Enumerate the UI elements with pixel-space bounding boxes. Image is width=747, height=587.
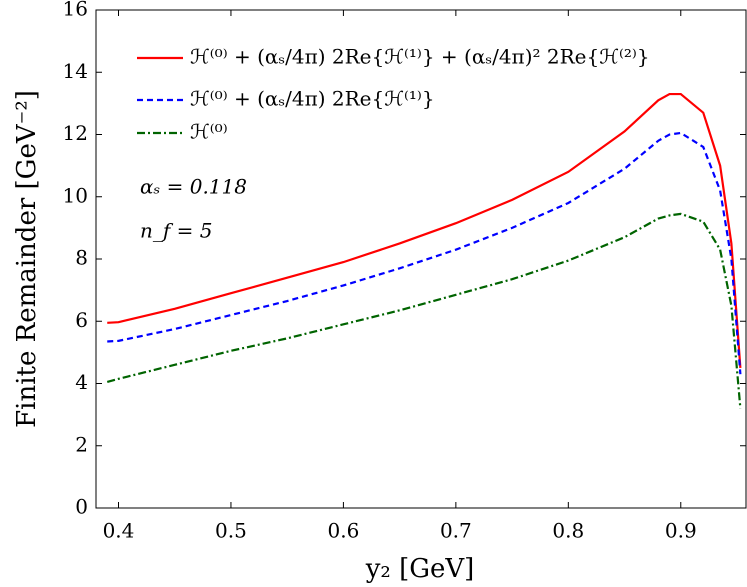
legend-label: ℋ⁽⁰⁾ xyxy=(190,120,228,144)
series-line xyxy=(107,131,742,375)
y-tick-label: 6 xyxy=(75,308,88,332)
y-tick-label: 16 xyxy=(63,0,88,21)
series-line xyxy=(107,92,742,369)
x-tick-label: 0.9 xyxy=(665,519,697,543)
legend-label: ℋ⁽⁰⁾ + (αₛ/4π) 2Re{ℋ⁽¹⁾} + (αₛ/4π)² 2Re{… xyxy=(190,45,650,69)
y-tick-label: 12 xyxy=(63,121,88,145)
y-tick-label: 2 xyxy=(75,432,88,456)
y-tick-label: 4 xyxy=(75,370,88,394)
x-axis-label: y₂ [GeV] xyxy=(365,554,475,584)
x-tick-label: 0.4 xyxy=(103,519,135,543)
x-tick-label: 0.6 xyxy=(327,519,359,543)
annotation: αₛ = 0.118 xyxy=(140,175,247,199)
y-axis-label: Finite Remainder [GeV⁻²] xyxy=(12,90,42,428)
x-tick-label: 0.8 xyxy=(552,519,584,543)
annotation: n_f = 5 xyxy=(140,219,212,243)
x-tick-label: 0.7 xyxy=(440,519,472,543)
y-tick-label: 14 xyxy=(63,59,88,83)
legend-label: ℋ⁽⁰⁾ + (αₛ/4π) 2Re{ℋ⁽¹⁾} xyxy=(190,87,435,111)
series-line xyxy=(106,212,742,409)
plot-frame xyxy=(95,9,747,509)
x-tick-label: 0.5 xyxy=(215,519,247,543)
y-tick-label: 0 xyxy=(75,495,88,519)
y-tick-label: 10 xyxy=(63,183,88,207)
y-tick-label: 8 xyxy=(75,246,88,270)
